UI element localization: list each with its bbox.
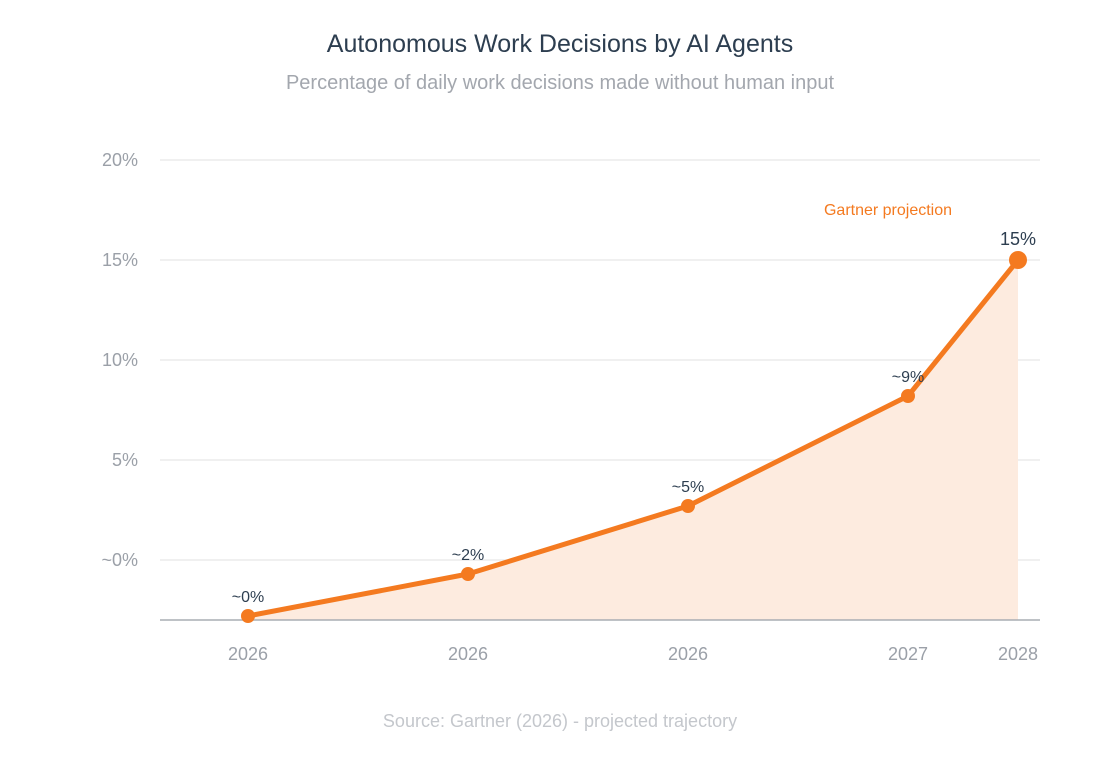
chart-subtitle: Percentage of daily work decisions made …: [285, 72, 835, 94]
projection-annotation: Gartner projection: [824, 202, 952, 219]
y-tick-label: ~0%: [101, 550, 138, 570]
y-axis-tick-labels: 20% 15% 10% 5% ~0%: [101, 150, 138, 570]
chart-title: Autonomous Work Decisions by AI Agents: [326, 30, 794, 58]
x-tick-label: 2027: [888, 644, 928, 664]
area-fill-layer: [248, 260, 1018, 620]
y-tick-label: 5%: [112, 450, 138, 470]
data-point: [241, 609, 255, 623]
area-fill: [248, 260, 1018, 620]
y-tick-label: 15%: [102, 250, 138, 270]
data-label: ~5%: [672, 479, 704, 496]
data-label: 15%: [1000, 229, 1036, 249]
x-tick-label: 2026: [228, 644, 268, 664]
x-axis-tick-labels: 2026 2026 2026 2027 2028: [228, 644, 1038, 664]
y-tick-label: 10%: [102, 350, 138, 370]
chart-source: Source: Gartner (2026) - projected traje…: [382, 711, 738, 731]
y-tick-label: 20%: [102, 150, 138, 170]
x-tick-label: 2026: [448, 644, 488, 664]
data-point: [681, 499, 695, 513]
data-points: [241, 251, 1027, 623]
data-point: [1009, 251, 1027, 269]
data-label: ~9%: [892, 369, 924, 386]
data-point: [461, 567, 475, 581]
x-tick-label: 2026: [668, 644, 708, 664]
data-label: ~2%: [452, 547, 484, 564]
data-point: [901, 389, 915, 403]
data-labels: ~0% ~2% ~5% ~9% 15%: [232, 229, 1036, 606]
data-label: ~0%: [232, 589, 264, 606]
x-tick-label: 2028: [998, 644, 1038, 664]
